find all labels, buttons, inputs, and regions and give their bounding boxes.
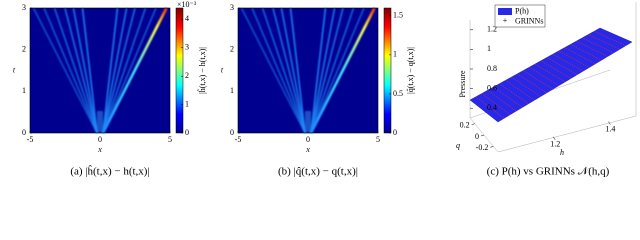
q-axis-label: q xyxy=(456,141,460,150)
wave xyxy=(310,7,355,134)
y-axis-label: t xyxy=(221,65,224,74)
colorbar xyxy=(383,7,392,134)
y-tick-label: 0 xyxy=(230,128,234,137)
center-glow xyxy=(305,111,311,133)
wave xyxy=(101,7,168,134)
legend-swatch xyxy=(498,8,512,15)
wave xyxy=(102,7,119,134)
wave xyxy=(81,7,98,134)
x-axis-label: x xyxy=(97,145,102,154)
colorbar-tick-label: 3 xyxy=(185,43,189,52)
z-axis-label: Pressure xyxy=(458,70,467,98)
x-tick-label: -5 xyxy=(27,135,34,144)
wave xyxy=(310,7,344,134)
h-tick xyxy=(552,136,556,140)
q-tick-label: 0.2 xyxy=(460,120,470,129)
wave xyxy=(280,7,306,134)
caption: (c) P(h) vs GRINNs 𝒩(h,q) xyxy=(487,166,610,178)
colorbar-exponent: ×10⁻³ xyxy=(177,0,197,9)
wave xyxy=(240,7,306,134)
colorbar-tick-label: 4 xyxy=(185,14,189,23)
legend-label: P(h) xyxy=(515,6,529,15)
wave xyxy=(43,7,98,134)
z-tick-label: 1 xyxy=(487,44,491,53)
wave xyxy=(310,7,336,134)
colorbar-tick-label: 0 xyxy=(393,128,397,137)
y-tick-label: 0 xyxy=(22,128,26,137)
y-tick-label: 2 xyxy=(230,44,234,53)
wave xyxy=(102,7,136,134)
legend-marker: + xyxy=(503,16,508,25)
y-tick-label: 3 xyxy=(22,3,26,12)
caption: (a) |ĥ(t,x) − h(t,x)| xyxy=(70,165,149,178)
h-tick xyxy=(608,121,611,125)
wave xyxy=(261,7,306,134)
center-glow xyxy=(97,111,103,133)
q-tick xyxy=(471,123,475,125)
z-tick-label: 1.2 xyxy=(487,25,497,34)
wave xyxy=(32,7,98,134)
colorbar xyxy=(175,7,184,134)
wave xyxy=(72,7,98,134)
q-tick xyxy=(480,134,485,137)
colorbar-tick-label: 1 xyxy=(185,99,189,108)
wave xyxy=(310,7,327,134)
wave xyxy=(102,7,147,134)
wave xyxy=(251,7,306,134)
wave xyxy=(272,7,306,134)
y-tick-label: 1 xyxy=(230,86,234,95)
colorbar-tick-label: 2 xyxy=(185,71,189,80)
z-tick-label: 0.4 xyxy=(487,103,497,112)
y-axis-label: t xyxy=(13,65,16,74)
surface xyxy=(469,27,633,123)
x-tick-label: 5 xyxy=(376,135,380,144)
y-tick-label: 1 xyxy=(22,86,26,95)
h-tick-label: 1.4 xyxy=(605,124,615,133)
y-tick-label: 2 xyxy=(22,44,26,53)
z-tick-label: 0.6 xyxy=(487,83,497,92)
x-tick-label: -5 xyxy=(235,135,242,144)
h-tick-label: 1.2 xyxy=(550,140,560,149)
x-tick-label: 0 xyxy=(98,135,102,144)
heatmap-waves xyxy=(32,7,168,134)
q-tick-label: 0 xyxy=(475,132,479,141)
legend-label: GRINNs xyxy=(515,16,543,25)
caption: (b) |q̂(t,x) − q(t,x)| xyxy=(278,166,358,178)
wave xyxy=(53,7,98,134)
colorbar-label: |q̂(t,x) − q(t,x)| xyxy=(406,47,415,94)
wave xyxy=(289,7,306,134)
x-tick-label: 0 xyxy=(306,135,310,144)
wave xyxy=(310,7,365,134)
wave xyxy=(309,7,376,134)
colorbar-tick-label: 0 xyxy=(185,128,189,137)
wave xyxy=(102,7,157,134)
colorbar-tick-label: 0.5 xyxy=(393,89,403,98)
y-tick-label: 3 xyxy=(230,3,234,12)
h-axis-label: h xyxy=(560,148,564,157)
x-tick-label: 5 xyxy=(168,135,172,144)
colorbar-tick-label: 1.5 xyxy=(393,11,403,20)
colorbar-tick-label: 1 xyxy=(393,50,397,59)
heatmap-waves xyxy=(240,7,376,134)
z-tick-label: 0.8 xyxy=(487,64,497,73)
x-axis-label: x xyxy=(305,145,310,154)
q-tick-label: -0.2 xyxy=(476,143,489,152)
wave xyxy=(64,7,98,134)
q-tick xyxy=(490,146,494,148)
wave xyxy=(102,7,128,134)
colorbar-label: |ĥ(t,x) − h(t,x)| xyxy=(197,47,207,94)
